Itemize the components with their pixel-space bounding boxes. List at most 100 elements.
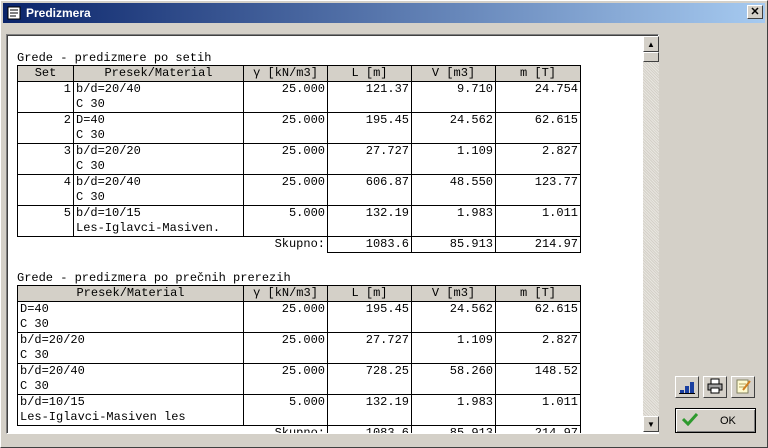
table-row: 3 b/d=20/20 C 30 25.000 27.727 1.109 2.82… (17, 143, 581, 175)
table1-title: Grede - predizmere po setih (17, 51, 212, 65)
cell-v: 9.710 (411, 81, 496, 113)
total-label: Skupno: (274, 426, 325, 434)
table-row: 2 D=40 C 30 25.000 195.45 24.562 62.615 (17, 112, 581, 144)
table-row: 5 b/d=10/15 Les-Iglavci-Masiven. 5.000 13… (17, 205, 581, 237)
chart-icon (679, 378, 695, 397)
col-header-gamma: γ [kN/m3] (243, 65, 328, 82)
col-header-v: V [m3] (411, 65, 496, 82)
close-icon: ✕ (750, 5, 760, 18)
presek-text: b/d=10/15 (76, 206, 141, 220)
cell-v: 1.983 (411, 394, 496, 426)
cell-l: 606.87 (327, 174, 412, 206)
presek-text: b/d=20/40 (20, 364, 85, 378)
table2-title: Grede - predizmera po prečnih prerezih (17, 271, 291, 285)
report-content: Grede - predizmere po setih Set Presek/M… (17, 51, 581, 434)
cell-gamma: 25.000 (243, 81, 328, 113)
table-predizmere-po-setih: Set Presek/Material γ [kN/m3] L [m] V [m… (17, 65, 581, 253)
ok-button[interactable]: OK (675, 408, 756, 433)
col-header-gamma: γ [kN/m3] (243, 285, 328, 302)
material-text: C 30 (76, 97, 105, 111)
col-header-presek: Presek/Material (17, 285, 244, 302)
presek-text: b/d=20/20 (20, 333, 85, 347)
cell-m: 62.615 (495, 301, 581, 333)
cell-v: 1.109 (411, 332, 496, 364)
material-text: Les-Iglavci-Masiven les (20, 410, 186, 424)
cell-v: 58.260 (411, 363, 496, 395)
cell-set: 1 (17, 81, 74, 113)
title-bar[interactable]: Predizmera ✕ (3, 3, 765, 23)
cell-m: 1.011 (495, 394, 581, 426)
total-label: Skupno: (274, 237, 325, 251)
material-text: C 30 (20, 379, 49, 393)
col-header-m: m [T] (495, 285, 581, 302)
cell-l: 195.45 (327, 112, 412, 144)
cell-m: 148.52 (495, 363, 581, 395)
cell-gamma: 25.000 (243, 301, 328, 333)
table-predizmera-po-prerezih: Presek/Material γ [kN/m3] L [m] V [m3] m… (17, 285, 581, 434)
presek-text: b/d=10/15 (20, 395, 85, 409)
close-button[interactable]: ✕ (747, 5, 763, 19)
presek-text: b/d=20/40 (76, 175, 141, 189)
cell-presek: D=40 C 30 (73, 112, 244, 144)
report-view[interactable]: Grede - predizmere po setih Set Presek/M… (6, 34, 659, 434)
cell-v: 48.550 (411, 174, 496, 206)
cell-v: 1.109 (411, 143, 496, 175)
total-label (18, 426, 244, 434)
total-v: 85.913 (411, 236, 496, 253)
ok-label: OK (720, 414, 736, 427)
cell-l: 195.45 (327, 301, 412, 333)
table-header-row: Set Presek/Material γ [kN/m3] L [m] V [m… (17, 65, 581, 82)
total-m: 214.97 (495, 236, 581, 253)
cell-v: 24.562 (411, 301, 496, 333)
material-text: C 30 (20, 317, 49, 331)
total-m: 214.97 (495, 425, 581, 433)
table-row: 4 b/d=20/40 C 30 25.000 606.87 48.550 123… (17, 174, 581, 206)
arrow-up-icon: ▲ (647, 39, 655, 49)
col-header-presek: Presek/Material (73, 65, 244, 82)
cell-presek: b/d=20/40 C 30 (17, 363, 244, 395)
cell-l: 27.727 (327, 143, 412, 175)
cell-gamma: 25.000 (243, 363, 328, 395)
cell-presek: b/d=10/15 Les-Iglavci-Masiven. (73, 205, 244, 237)
cell-presek: b/d=20/40 C 30 (73, 81, 244, 113)
table-row: 1 b/d=20/40 C 30 25.000 121.37 9.710 24.7… (17, 81, 581, 113)
cell-m: 123.77 (495, 174, 581, 206)
material-text: C 30 (76, 159, 105, 173)
presek-text: D=40 (20, 302, 49, 316)
scroll-down-button[interactable]: ▼ (643, 416, 659, 432)
cell-gamma: 25.000 (243, 143, 328, 175)
cell-l: 121.37 (327, 81, 412, 113)
app-icon (6, 5, 22, 21)
total-row: Skupno: 1083.6 85.913 214.97 (18, 425, 581, 434)
col-header-m: m [T] (495, 65, 581, 82)
chart-button[interactable] (675, 376, 699, 398)
scroll-up-button[interactable]: ▲ (643, 36, 659, 52)
scroll-thumb[interactable] (643, 52, 659, 62)
cell-l: 728.25 (327, 363, 412, 395)
cell-gamma: 25.000 (243, 174, 328, 206)
material-text: C 30 (76, 128, 105, 142)
col-header-v: V [m3] (411, 285, 496, 302)
cell-m: 2.827 (495, 143, 581, 175)
table-header-row: Presek/Material γ [kN/m3] L [m] V [m3] m… (17, 285, 581, 302)
presek-text: b/d=20/40 (76, 82, 141, 96)
presek-text: D=40 (76, 113, 105, 127)
col-header-set: Set (17, 65, 74, 82)
print-button[interactable] (703, 376, 727, 398)
cell-presek: b/d=20/40 C 30 (73, 174, 244, 206)
cell-gamma: 5.000 (243, 205, 328, 237)
material-text: C 30 (76, 190, 105, 204)
cell-presek: b/d=20/20 C 30 (73, 143, 244, 175)
checkmark-icon (681, 412, 699, 429)
cell-v: 24.562 (411, 112, 496, 144)
cell-l: 27.727 (327, 332, 412, 364)
cell-l: 132.19 (327, 205, 412, 237)
table-row: D=40 C 30 25.000 195.45 24.562 62.615 (17, 301, 581, 333)
edit-button[interactable] (731, 376, 755, 398)
total-v: 85.913 (411, 425, 496, 433)
table-row: b/d=20/20 C 30 25.000 27.727 1.109 2.827 (17, 332, 581, 364)
cell-v: 1.983 (411, 205, 496, 237)
col-header-l: L [m] (327, 285, 412, 302)
cell-presek: D=40 C 30 (17, 301, 244, 333)
vertical-scrollbar[interactable]: ▲ ▼ (643, 36, 659, 432)
